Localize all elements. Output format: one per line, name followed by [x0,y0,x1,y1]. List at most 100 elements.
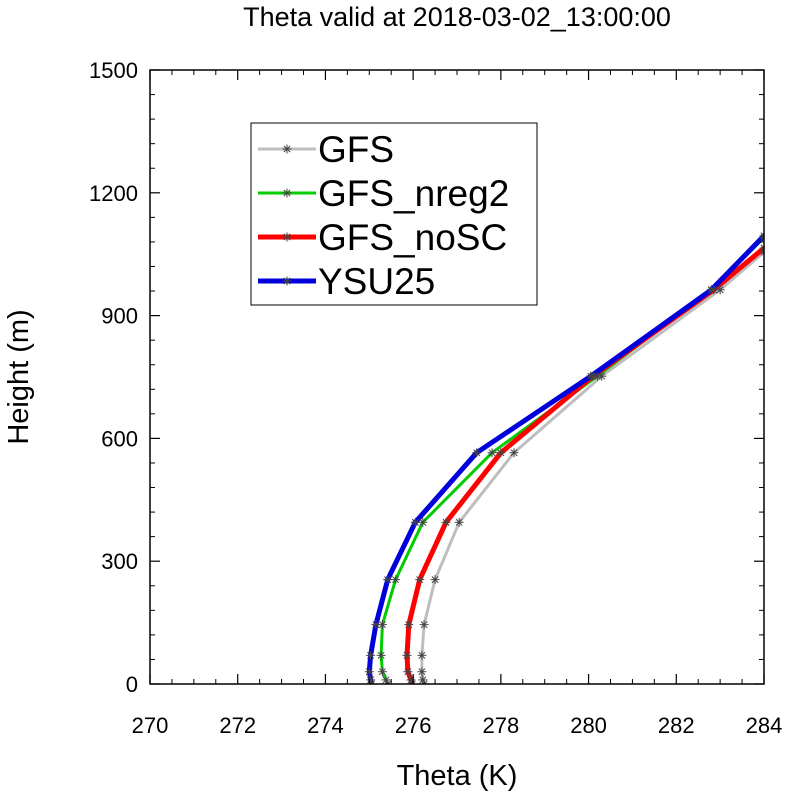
legend-label-gfs: GFS [318,129,394,170]
marker-stroke [411,680,416,684]
marker-stroke [497,449,505,457]
y-axis: 0 300 600 900 1200 1500 [89,58,764,697]
marker-stroke [760,232,764,237]
marker-stroke [455,518,463,526]
marker-stroke [442,518,450,526]
marker-stroke [418,668,426,676]
x-tick-label: 282 [658,713,695,738]
marker-stroke [420,680,425,684]
marker-gfs-nosc [759,243,764,253]
marker-ysu25 [383,575,393,585]
y-tick-label: 0 [126,672,138,697]
marker-gfs-nosc [415,575,425,585]
y-tick-label: 900 [101,304,138,329]
marker-gfs [430,575,440,585]
legend-box [250,122,538,306]
marker-stroke [384,576,392,584]
marker-gfs-nreg2 [377,667,387,677]
marker-ysu25 [706,285,716,295]
marker-gfs-nreg2 [376,650,386,660]
marker-stroke [382,676,390,684]
x-tick-label: 280 [570,713,607,738]
marker-stroke [367,676,375,684]
marker-stroke [707,286,715,294]
marker-stroke [411,518,419,526]
marker-stroke [370,680,375,684]
marker-stroke [283,145,291,153]
marker-stroke [378,621,386,629]
marker-gfs-nosc [403,667,413,677]
marker-gfs [509,448,519,458]
marker-gfs-nosc [402,650,412,660]
x-axis-label: Theta (K) [397,760,518,792]
y-tick-label: 1500 [89,58,138,83]
marker-stroke [510,449,518,457]
marker-stroke [408,680,413,684]
marker-gfs-nreg2 [391,575,401,585]
marker-stroke [423,680,428,684]
x-tick-label: 278 [482,713,519,738]
x-tick-label: 274 [307,713,344,738]
marker-stroke [283,233,291,241]
marker-stroke [404,668,412,676]
marker-stroke [377,651,385,659]
x-tick-label: 272 [219,713,256,738]
y-tick-label: 600 [101,426,138,451]
marker-layer [364,231,764,684]
marker-ysu25 [364,667,374,677]
x-tick-label: 276 [395,713,432,738]
marker-stroke [716,286,724,294]
y-tick-label: 1200 [89,181,138,206]
marker-ysu25 [586,371,596,381]
marker-stroke [378,668,386,676]
marker-stroke [488,449,496,457]
marker-gfs [417,650,427,660]
series-line-gfs-nosc [404,245,764,684]
marker-stroke [419,518,427,526]
series-line-gfs [420,250,764,684]
marker-ysu25 [371,620,381,630]
marker-legend-ysu25 [282,276,292,286]
marker-ysu25 [410,517,420,527]
y-tick-label: 300 [101,549,138,574]
marker-legend-gfs [282,144,292,154]
marker-stroke [403,651,411,659]
marker-stroke [372,621,380,629]
marker-gfs [417,667,427,677]
x-tick-label: 270 [132,713,169,738]
legend-label-ysu25: YSU25 [318,261,435,302]
legend-label-gfs-nreg2: GFS_nreg2 [318,173,509,214]
marker-gfs [419,620,429,630]
marker-gfs-nosc [404,620,414,630]
marker-gfs-nreg2 [381,675,391,684]
marker-stroke [420,621,428,629]
chart-title: Theta valid at 2018-03-02_13:00:00 [243,2,671,32]
marker-stroke [760,251,764,256]
marker-ysu25 [366,650,376,660]
marker-stroke [405,621,413,629]
marker-stroke [760,244,764,249]
marker-stroke [760,237,764,242]
marker-gfs [454,517,464,527]
marker-gfs-nreg2 [377,620,387,630]
marker-ysu25 [472,448,482,458]
marker-stroke [283,189,291,197]
y-axis-label: Height (m) [3,309,35,444]
marker-gfs [418,675,428,684]
marker-legend-gfs-nreg2 [282,188,292,198]
x-tick-label: 284 [746,713,783,738]
marker-stroke [365,668,373,676]
marker-ysu25 [366,675,376,684]
marker-stroke [760,247,764,252]
marker-gfs-nreg2 [487,448,497,458]
marker-stroke [419,676,427,684]
marker-stroke [418,651,426,659]
legend-label-gfs-nosc: GFS_noSC [318,217,507,258]
marker-stroke [760,235,764,240]
marker-stroke [431,576,439,584]
x-axis: 270 272 274 276 278 280 282 284 [132,70,783,738]
marker-legend-gfs-nosc [282,232,292,242]
